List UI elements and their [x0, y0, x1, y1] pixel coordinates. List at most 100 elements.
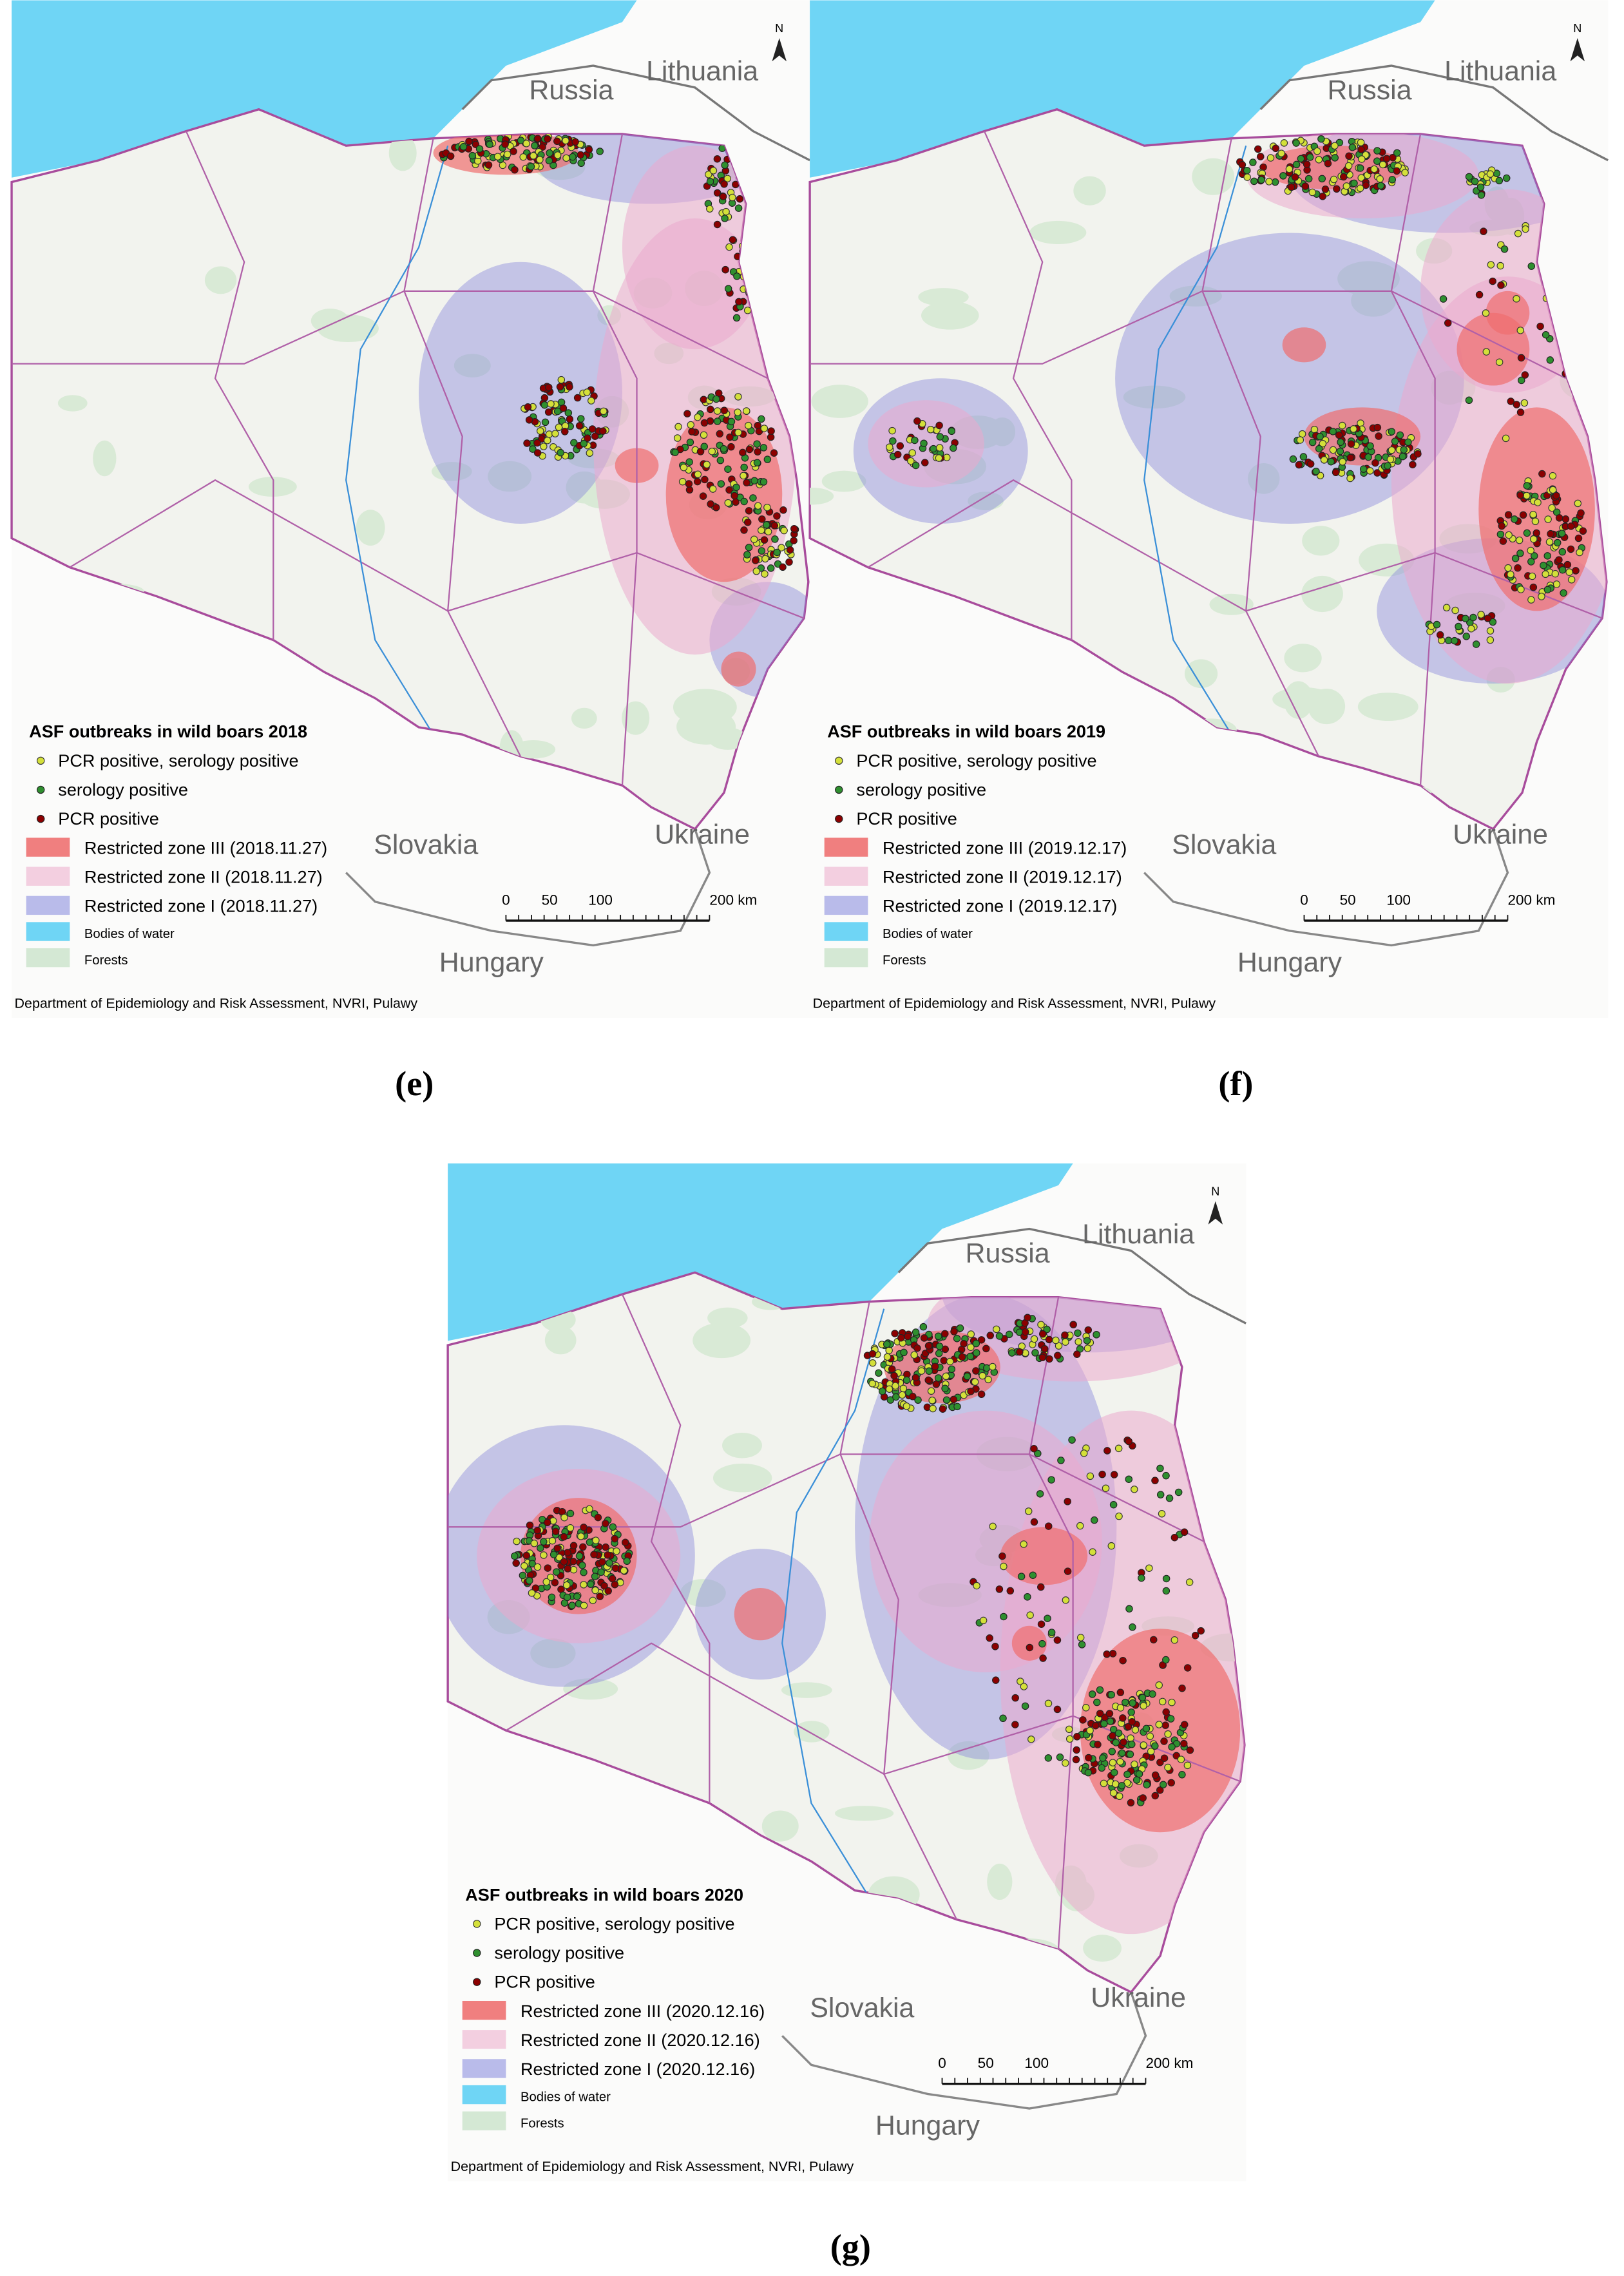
outbreak — [1020, 1540, 1027, 1548]
outbreak — [1527, 558, 1535, 566]
outbreak — [1409, 461, 1417, 468]
outbreak — [1362, 181, 1370, 189]
outbreak — [590, 1551, 598, 1558]
outbreak — [740, 472, 747, 480]
outbreak — [891, 1330, 899, 1337]
legend-item: Bodies of water — [883, 927, 973, 941]
outbreak — [911, 436, 919, 445]
outbreak — [1462, 633, 1471, 640]
region-border — [1201, 138, 1320, 757]
outbreak — [1006, 1587, 1015, 1595]
outbreak — [1356, 164, 1364, 172]
legend-item: Restricted zone III (2020.12.16) — [521, 2001, 765, 2021]
outbreak — [544, 1518, 551, 1527]
outbreak — [1068, 1436, 1076, 1444]
outbreak — [935, 1343, 944, 1350]
outbreak — [888, 1365, 896, 1373]
outbreak — [1331, 142, 1339, 150]
outbreak — [1029, 1571, 1037, 1579]
outbreak — [685, 486, 694, 494]
outbreak — [1527, 546, 1534, 555]
outbreak — [1475, 291, 1484, 299]
outbreak — [1308, 438, 1317, 446]
outbreak — [1540, 561, 1547, 569]
outbreak — [1476, 183, 1485, 191]
outbreak — [973, 1349, 980, 1357]
outbreak — [544, 1564, 551, 1572]
outbreak — [1301, 182, 1310, 190]
outbreak — [1098, 1470, 1106, 1478]
outbreak — [1143, 1781, 1151, 1789]
forest — [1192, 158, 1235, 195]
region-border — [12, 290, 769, 379]
outbreak — [1507, 570, 1514, 579]
outbreak — [575, 1552, 584, 1560]
legend-title: ASF outbreaks in wild boars 2019 — [827, 722, 1105, 741]
map-panel: Russia Lithuania Slovakia Ukraine Hungary N AS… — [808, 0, 1609, 1018]
outbreak — [1127, 1708, 1135, 1716]
outbreak — [560, 1513, 568, 1522]
outbreak — [1335, 431, 1343, 439]
outbreak — [553, 407, 562, 416]
outbreak — [979, 1372, 986, 1380]
legend-symbol — [36, 785, 45, 794]
outbreak — [1502, 434, 1510, 443]
scale-label: 100 — [1386, 892, 1411, 908]
zone — [1080, 1629, 1241, 1833]
outbreak — [720, 180, 728, 188]
forest — [811, 385, 868, 418]
outbreak — [1517, 376, 1525, 385]
outbreak — [1271, 178, 1279, 186]
outbreak — [909, 1393, 917, 1401]
outbreak — [1329, 446, 1337, 454]
outbreak — [1030, 1335, 1038, 1343]
outbreak — [740, 497, 748, 506]
outbreak — [721, 215, 729, 222]
outbreak — [1017, 1573, 1026, 1580]
outbreak — [1562, 515, 1570, 523]
outbreak — [623, 1557, 631, 1565]
outbreak — [1126, 1750, 1134, 1758]
outbreak — [1359, 465, 1368, 473]
outbreak — [743, 518, 752, 526]
outbreak — [1504, 564, 1512, 572]
outbreak — [1320, 456, 1328, 464]
outbreak — [948, 1365, 956, 1373]
outbreak — [579, 1543, 587, 1551]
outbreak — [920, 439, 928, 447]
outbreak — [598, 1558, 606, 1566]
outbreak — [1052, 1336, 1060, 1344]
outbreak — [700, 443, 708, 450]
outbreak — [1306, 460, 1315, 468]
outbreak — [754, 502, 762, 510]
outbreak — [1299, 453, 1308, 461]
outbreak — [767, 427, 775, 435]
outbreak — [1313, 147, 1321, 155]
outbreak — [1178, 1771, 1186, 1779]
outbreak — [1377, 182, 1385, 190]
legend-title: ASF outbreaks in wild boars 2020 — [465, 1884, 743, 1904]
outbreak — [1093, 1330, 1100, 1339]
outbreak — [1500, 245, 1509, 253]
legend-swatch — [824, 837, 868, 857]
outbreak — [1522, 225, 1529, 233]
outbreak — [522, 1551, 530, 1560]
country-label: Lithuania — [1444, 56, 1556, 87]
outbreak — [779, 563, 787, 571]
outbreak — [942, 1372, 950, 1381]
outbreak — [522, 140, 530, 148]
outbreak — [940, 1357, 948, 1364]
outbreak — [745, 445, 754, 454]
outbreak — [982, 1344, 990, 1353]
outbreak — [1098, 1764, 1106, 1772]
outbreak — [1146, 1732, 1154, 1740]
outbreak — [1279, 172, 1287, 180]
outbreak — [1116, 1757, 1124, 1766]
outbreak — [1319, 193, 1326, 200]
outbreak — [1545, 538, 1554, 546]
outbreak — [1115, 1512, 1123, 1520]
outbreak — [548, 1593, 556, 1602]
forest — [388, 135, 417, 171]
outbreak — [1243, 173, 1251, 181]
scale-label: 0 — [1300, 892, 1308, 908]
